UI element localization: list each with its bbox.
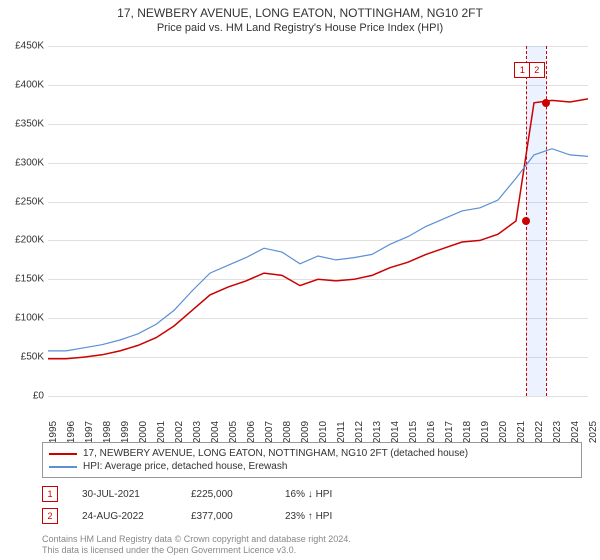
sale-dot-2 (542, 99, 550, 107)
y-tick-label: £300K (2, 157, 44, 168)
chart-container: 17, NEWBERY AVENUE, LONG EATON, NOTTINGH… (0, 0, 600, 560)
sale-marker-box-2: 2 (529, 62, 545, 78)
legend-item-property: 17, NEWBERY AVENUE, LONG EATON, NOTTINGH… (49, 447, 575, 460)
x-axis-labels: 1995 1996 1997 1998 1999 2000 2001 2002 2003 2004… (48, 400, 588, 440)
x-tick-label: 1995 (48, 421, 59, 443)
legend-label-hpi: HPI: Average price, detached house, Erew… (83, 461, 287, 472)
sale-marker-2: 2 (42, 508, 58, 524)
x-tick-label: 2001 (156, 421, 167, 443)
attribution: Contains HM Land Registry data © Crown c… (42, 534, 351, 556)
x-tick-label: 2012 (354, 421, 365, 443)
y-tick-label: £0 (2, 391, 44, 402)
x-tick-label: 2021 (516, 421, 527, 443)
x-tick-label: 2009 (300, 421, 311, 443)
legend-label-property: 17, NEWBERY AVENUE, LONG EATON, NOTTINGH… (83, 448, 468, 459)
x-tick-label: 2004 (210, 421, 221, 443)
x-tick-label: 2018 (462, 421, 473, 443)
sale-date-2: 24-AUG-2022 (82, 511, 167, 522)
sale-dot-1 (522, 217, 530, 225)
legend: 17, NEWBERY AVENUE, LONG EATON, NOTTINGH… (42, 442, 582, 478)
y-tick-label: £350K (2, 118, 44, 129)
x-tick-label: 2013 (372, 421, 383, 443)
x-tick-label: 2005 (228, 421, 239, 443)
x-tick-label: 2016 (426, 421, 437, 443)
x-tick-label: 2019 (480, 421, 491, 443)
x-tick-label: 2022 (534, 421, 545, 443)
line-series (48, 46, 588, 396)
x-tick-label: 2002 (174, 421, 185, 443)
series-hpi (48, 149, 588, 351)
x-tick-label: 2000 (138, 421, 149, 443)
y-tick-label: £150K (2, 274, 44, 285)
series-property (48, 99, 588, 359)
y-tick-label: £450K (2, 41, 44, 52)
x-tick-label: 2020 (498, 421, 509, 443)
y-tick-label: £250K (2, 196, 44, 207)
sale-row-2: 2 24-AUG-2022 £377,000 23% ↑ HPI (42, 508, 582, 524)
attribution-line-2: This data is licensed under the Open Gov… (42, 545, 351, 556)
y-tick-label: £100K (2, 313, 44, 324)
legend-swatch-hpi (49, 466, 77, 468)
plot-area: £0£50K£100K£150K£200K£250K£300K£350K£400… (48, 46, 588, 396)
x-tick-label: 2023 (552, 421, 563, 443)
x-tick-label: 2010 (318, 421, 329, 443)
x-tick-label: 2014 (390, 421, 401, 443)
x-tick-label: 2015 (408, 421, 419, 443)
sale-price-1: £225,000 (191, 489, 261, 500)
x-tick-label: 2007 (264, 421, 275, 443)
sale-change-1: 16% ↓ HPI (285, 489, 332, 500)
sale-row-1: 1 30-JUL-2021 £225,000 16% ↓ HPI (42, 486, 582, 502)
x-tick-label: 2008 (282, 421, 293, 443)
y-tick-label: £200K (2, 235, 44, 246)
x-tick-label: 1998 (102, 421, 113, 443)
sale-price-2: £377,000 (191, 511, 261, 522)
x-tick-label: 2017 (444, 421, 455, 443)
sale-change-2: 23% ↑ HPI (285, 511, 332, 522)
legend-swatch-property (49, 453, 77, 455)
x-tick-label: 2011 (336, 421, 347, 443)
x-tick-label: 2003 (192, 421, 203, 443)
sale-date-1: 30-JUL-2021 (82, 489, 167, 500)
x-tick-label: 1997 (84, 421, 95, 443)
y-tick-label: £50K (2, 352, 44, 363)
x-tick-label: 1996 (66, 421, 77, 443)
x-tick-label: 1999 (120, 421, 131, 443)
chart-subtitle: Price paid vs. HM Land Registry's House … (0, 20, 600, 34)
sale-marker-1: 1 (42, 486, 58, 502)
x-tick-label: 2024 (570, 421, 581, 443)
attribution-line-1: Contains HM Land Registry data © Crown c… (42, 534, 351, 545)
x-tick-label: 2006 (246, 421, 257, 443)
legend-item-hpi: HPI: Average price, detached house, Erew… (49, 460, 575, 473)
x-tick-label: 2025 (588, 421, 599, 443)
chart-title: 17, NEWBERY AVENUE, LONG EATON, NOTTINGH… (0, 0, 600, 20)
y-tick-label: £400K (2, 79, 44, 90)
